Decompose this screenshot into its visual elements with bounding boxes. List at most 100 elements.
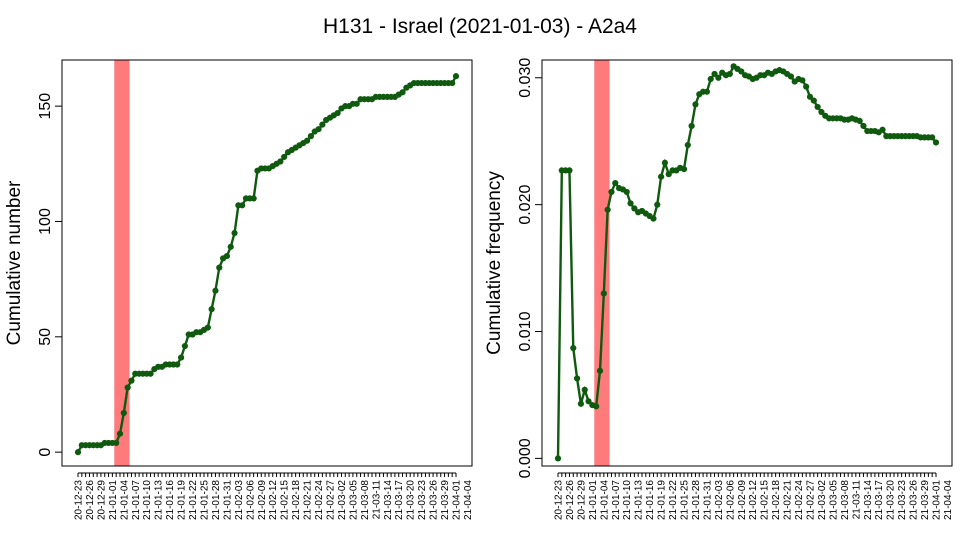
x-tick-label: 21-01-19	[657, 480, 668, 520]
x-tick-label: 21-01-28	[211, 480, 222, 520]
x-tick-label: 21-03-17	[394, 480, 405, 520]
data-point	[860, 122, 867, 130]
data-point	[334, 109, 341, 117]
x-tick-label: 21-02-15	[760, 480, 771, 520]
x-tick-label: 21-01-01	[108, 480, 119, 520]
x-tick-label: 20-12-26	[565, 480, 576, 520]
x-tick-label: 21-03-14	[863, 480, 874, 520]
data-point	[181, 342, 189, 350]
x-tick-label: 21-01-04	[119, 480, 130, 520]
data-point	[688, 122, 695, 130]
data-point	[174, 361, 181, 368]
x-tick-label: 21-02-06	[245, 480, 256, 520]
data-point	[707, 75, 714, 83]
x-tick-label: 21-01-28	[691, 480, 702, 520]
x-tick-label: 21-03-11	[851, 480, 862, 520]
data-point	[818, 108, 825, 116]
x-tick-label: 21-01-16	[645, 480, 656, 520]
x-tick-label: 21-03-14	[383, 480, 394, 520]
x-tick-label: 21-01-25	[200, 480, 211, 520]
data-point	[216, 264, 223, 271]
x-tick-label: 21-02-09	[737, 480, 748, 520]
data-point	[570, 344, 577, 352]
x-tick-label: 20-12-29	[576, 480, 587, 520]
x-tick-label: 21-01-31	[222, 480, 233, 520]
x-tick-label: 21-02-06	[725, 480, 736, 520]
x-tick-label: 21-02-18	[291, 480, 302, 520]
x-tick-label: 21-02-15	[280, 480, 291, 520]
data-point	[204, 324, 211, 331]
x-tick-label: 21-03-20	[406, 480, 417, 520]
data-point	[315, 126, 322, 133]
data-point	[692, 101, 699, 108]
x-tick-label: 21-03-20	[886, 480, 897, 520]
x-tick-label: 21-03-05	[828, 480, 839, 520]
data-point	[581, 386, 588, 393]
x-tick-label: 21-01-10	[142, 480, 153, 520]
x-tick-label: 20-12-23	[74, 480, 85, 520]
data-point	[631, 205, 638, 212]
data-point	[703, 88, 711, 95]
x-tick-label: 21-03-29	[920, 480, 931, 520]
data-point	[573, 375, 581, 382]
x-tick-label: 21-04-01	[932, 480, 943, 520]
data-point	[449, 79, 456, 87]
data-point	[250, 195, 257, 202]
x-tick-label: 21-01-01	[588, 480, 599, 520]
x-tick-label: 21-03-23	[417, 480, 428, 520]
x-tick-label: 21-01-31	[702, 480, 713, 520]
x-tick-label: 21-02-21	[303, 480, 314, 520]
x-tick-label: 21-03-11	[371, 480, 382, 520]
y-tick-label: 100	[37, 208, 54, 235]
plot-frame	[61, 59, 473, 467]
x-tick-label: 21-03-26	[909, 480, 920, 520]
data-point	[554, 455, 562, 462]
x-tick-label: 21-02-09	[257, 480, 268, 520]
data-point	[585, 398, 592, 405]
x-tick-label: 20-12-26	[85, 480, 96, 520]
x-tick-label: 21-01-07	[611, 480, 622, 520]
data-point	[227, 243, 234, 250]
data-point	[738, 68, 745, 75]
data-point	[787, 73, 795, 80]
x-tick-label: 21-03-29	[440, 480, 451, 520]
series-line	[76, 75, 458, 453]
x-tick-label: 21-02-12	[268, 480, 279, 520]
x-tick-label: 21-03-02	[337, 480, 348, 520]
data-point	[223, 252, 231, 260]
x-tick-label: 21-03-02	[817, 480, 828, 520]
x-tick-label: 21-02-27	[806, 480, 817, 520]
x-tick-label: 21-01-07	[131, 480, 142, 520]
data-point	[654, 201, 661, 208]
x-tick-label: 20-12-29	[96, 480, 107, 520]
y-tick-label: 50	[37, 328, 54, 346]
data-point	[715, 74, 722, 81]
x-tick-label: 21-02-24	[314, 480, 325, 520]
data-point	[319, 121, 326, 128]
data-point	[577, 400, 585, 407]
data-point	[711, 70, 718, 78]
data-point	[627, 200, 634, 207]
highlight-band	[594, 60, 610, 466]
x-tick-label: 21-01-13	[634, 480, 645, 520]
data-point	[566, 167, 573, 174]
data-point	[657, 173, 665, 180]
x-tick-label: 21-02-12	[748, 480, 759, 520]
data-point	[231, 229, 238, 237]
data-point	[650, 215, 657, 222]
data-point	[680, 166, 688, 173]
y-axis-label: Cumulative number	[4, 180, 25, 345]
x-tick-label: 21-04-04	[463, 480, 474, 520]
right-panel: 0.000 0.010 0.020 0.030 Cumulative frequency…	[484, 58, 954, 520]
data-point	[879, 126, 886, 133]
data-point	[623, 188, 630, 196]
y-tick-label: 0.020	[517, 185, 534, 225]
data-point	[281, 153, 288, 160]
x-tick-label: 21-02-03	[234, 480, 245, 520]
x-tick-label: 21-01-22	[668, 480, 679, 520]
x-tick-label: 21-01-04	[599, 480, 610, 520]
x-tick-label: 21-04-01	[452, 480, 463, 520]
data-point	[814, 103, 821, 111]
